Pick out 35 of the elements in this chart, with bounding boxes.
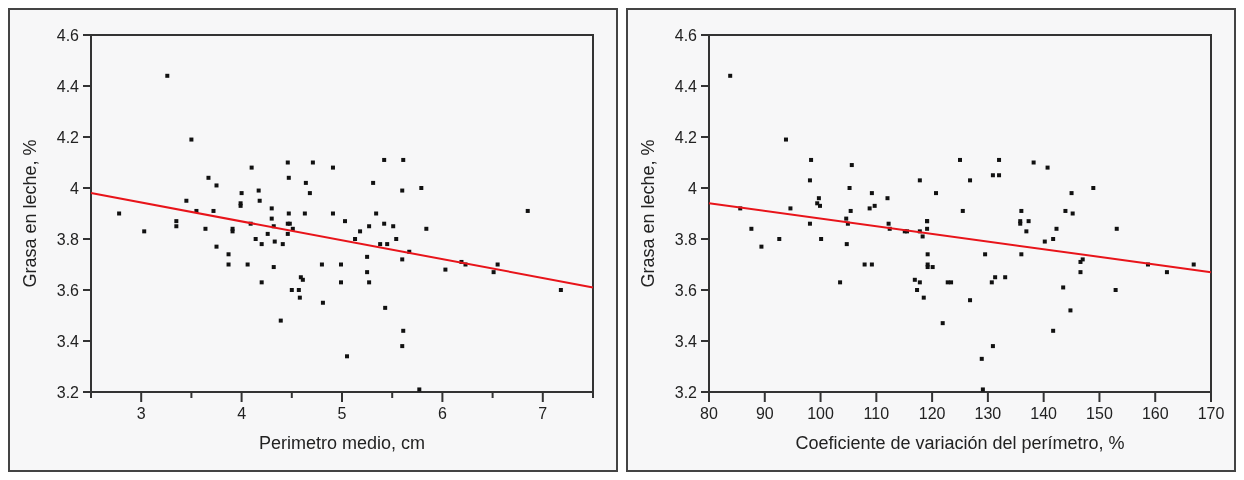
x-tick-label: 140 xyxy=(1030,405,1058,422)
x-axis-title: Perimetro medio, cm xyxy=(258,433,426,453)
x-tick-label: 5 xyxy=(337,405,347,422)
y-tick-label: 4.4 xyxy=(674,77,698,95)
x-tick-label: 4 xyxy=(237,405,247,422)
y-tick-label: 4.4 xyxy=(56,77,80,95)
x-tick-label: 3 xyxy=(136,405,146,422)
y-tick-label: 4.6 xyxy=(674,26,698,44)
y-tick-label: 4 xyxy=(70,179,80,197)
y-tick-label: 3.8 xyxy=(56,230,80,248)
x-tick-label: 130 xyxy=(974,405,1002,422)
x-tick-label: 80 xyxy=(700,405,718,422)
y-tick-label: 3.2 xyxy=(56,383,80,401)
x-tick-label: 160 xyxy=(1141,405,1169,422)
y-tick-label: 4.2 xyxy=(56,128,80,146)
x-tick-label: 100 xyxy=(807,405,834,422)
x-tick-label: 170 xyxy=(1197,405,1225,422)
y-tick-label: 3.6 xyxy=(674,281,698,299)
x-tick-label: 150 xyxy=(1086,405,1113,422)
y-tick-label: 3.4 xyxy=(56,332,80,350)
y-tick-label: 3.2 xyxy=(674,383,698,401)
y-tick-label: 4.6 xyxy=(56,26,80,44)
y-tick-label: 3.4 xyxy=(674,332,698,350)
x-tick-label: 120 xyxy=(918,405,946,422)
x-tick-label: 110 xyxy=(863,405,890,422)
x-tick-label: 7 xyxy=(538,405,548,422)
y-axis-title: Grasa en leche, % xyxy=(20,139,40,288)
y-axis-title: Grasa en leche, % xyxy=(638,139,658,288)
x-axis-title: Coeficiente de variación del perímetro, % xyxy=(795,433,1125,453)
x-tick-label: 90 xyxy=(755,405,774,422)
y-tick-label: 3.6 xyxy=(56,281,80,299)
y-tick-label: 3.8 xyxy=(674,230,698,248)
y-tick-label: 4.2 xyxy=(674,128,698,146)
x-tick-label: 6 xyxy=(437,405,447,422)
y-tick-label: 4 xyxy=(688,179,698,197)
